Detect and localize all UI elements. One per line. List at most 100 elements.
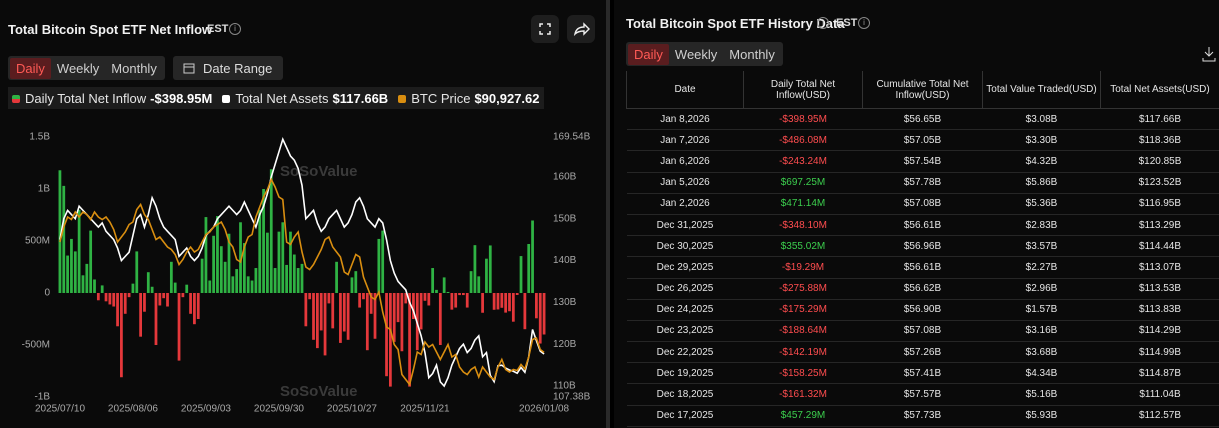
table-row: Dec 17,2025 $457.29M $57.73B $5.93B $112.57B — [626, 404, 1219, 427]
bar — [431, 268, 435, 293]
divider — [606, 0, 610, 428]
info-icon[interactable]: i — [229, 23, 241, 35]
legend-item[interactable]: Daily Total Net Inflow -$398.95M — [12, 91, 212, 106]
table-row: Jan 2,2026 $471.14M $57.08B $5.36B $116.95B — [626, 192, 1219, 215]
table-cell: $57.57B — [862, 383, 983, 406]
table-cell: $118.36B — [1100, 129, 1219, 152]
bar — [469, 271, 473, 293]
table-cell: Jan 6,2026 — [626, 150, 744, 173]
table-cell: Jan 5,2026 — [626, 171, 744, 194]
download-icon[interactable] — [1202, 46, 1216, 62]
history-table: Date Daily Total Net Inflow(USD) Cumulativ… — [626, 71, 1219, 427]
header-cell: Total Net Assets(USD) — [1100, 71, 1219, 109]
bar — [89, 230, 93, 293]
legend-item[interactable]: Total Net Assets $117.66B — [222, 91, 388, 106]
date-range-button[interactable]: Date Range — [173, 56, 283, 80]
bar — [462, 293, 465, 296]
bar — [477, 276, 481, 293]
table-cell: Dec 17,2025 — [626, 404, 744, 427]
table-cell: -$243.24M — [743, 150, 863, 173]
legend: Daily Total Net Inflow -$398.95M Total Net… — [8, 87, 544, 109]
line-series — [59, 177, 545, 387]
chart: SoSoValue SoSoValue 1.5B 1B 500M 0 -500M -1B 169… — [22, 132, 591, 415]
table-cell: $113.07B — [1100, 256, 1219, 279]
header-row: Date Daily Total Net Inflow(USD) Cumulativ… — [626, 71, 1219, 109]
bar — [77, 209, 81, 293]
tab[interactable]: Monthly — [729, 46, 775, 62]
bar — [492, 293, 496, 310]
bar — [519, 256, 523, 293]
table-cell: Dec 18,2025 — [626, 383, 744, 406]
fullscreen-button[interactable] — [531, 15, 559, 43]
table-cell: $2.27B — [982, 256, 1101, 279]
bar — [254, 268, 258, 293]
bar — [465, 293, 469, 308]
bar — [158, 293, 162, 306]
table-cell: $56.65B — [862, 107, 983, 131]
tab[interactable]: Weekly — [674, 46, 718, 62]
table-cell: $57.08B — [862, 192, 983, 215]
table-cell: $117.66B — [1100, 107, 1219, 131]
table-cell: -$19.29M — [743, 256, 863, 279]
table-cell: Dec 24,2025 — [626, 298, 744, 321]
table-cell: $56.62B — [862, 277, 983, 300]
bar — [446, 291, 450, 293]
bar — [331, 293, 335, 329]
legend-value: $90,927.62 — [474, 90, 540, 106]
bar — [285, 264, 289, 293]
bar — [146, 272, 150, 293]
share-button[interactable] — [567, 15, 595, 43]
left-panel: Total Bitcoin Spot ETF Net Inflow EST i … — [0, 0, 606, 428]
info-icon[interactable]: i — [858, 17, 870, 29]
x-tick-label: 2025/08/06 — [108, 404, 158, 415]
bar — [350, 277, 354, 293]
bar — [400, 293, 404, 352]
tab[interactable]: Daily — [10, 57, 51, 79]
share-icon — [573, 22, 590, 37]
y-tick-label: -500M — [22, 340, 50, 351]
table-cell: $114.87B — [1100, 362, 1219, 385]
table-cell: Jan 2,2026 — [626, 192, 744, 215]
tab[interactable]: Monthly — [111, 60, 157, 76]
table-cell: $113.53B — [1100, 277, 1219, 300]
table-cell: $113.83B — [1100, 298, 1219, 321]
table-cell: $57.78B — [862, 171, 983, 194]
table-cell: -$188.64M — [743, 319, 863, 343]
bar — [81, 275, 85, 293]
bar — [308, 293, 312, 300]
bar — [127, 293, 131, 298]
tab-group: Daily Weekly Monthly — [8, 56, 165, 80]
info-icon[interactable]: i — [817, 17, 829, 29]
bar — [58, 170, 62, 293]
table-row: Dec 23,2025 -$188.64M $57.08B $3.16B $114.29… — [626, 319, 1219, 343]
bar — [300, 263, 304, 293]
bar — [150, 286, 154, 293]
y-tick-label: 500M — [25, 236, 50, 247]
x-tick-label: 2025/11/21 — [400, 404, 450, 415]
table-cell: $3.16B — [982, 319, 1101, 343]
date-range-label: Date Range — [203, 60, 273, 76]
table-cell: $3.08B — [982, 107, 1101, 131]
table-cell: $113.29B — [1100, 213, 1219, 237]
legend-value: $117.66B — [332, 90, 389, 106]
table-row: Jan 8,2026 -$398.95M $56.65B $3.08B $117.66B — [626, 107, 1219, 131]
table-cell: -$348.10M — [743, 213, 863, 237]
tab-group: Daily Weekly Monthly — [626, 42, 783, 66]
bar — [289, 231, 292, 293]
bar — [200, 258, 204, 293]
table-row: Dec 29,2025 -$19.29M $56.61B $2.27B $113.07B — [626, 256, 1219, 279]
tab[interactable]: Weekly — [56, 60, 100, 76]
tab[interactable]: Daily — [628, 43, 669, 65]
x-tick-label: 2025/07/10 — [35, 404, 85, 415]
bar — [312, 293, 315, 340]
table-cell: $5.16B — [982, 383, 1101, 406]
bar — [239, 222, 242, 293]
table-cell: $1.57B — [982, 298, 1101, 321]
y-tick-label: -1B — [34, 392, 50, 403]
legend-item[interactable]: BTC Price $90,927.62 — [398, 90, 540, 106]
table-cell: Dec 31,2025 — [626, 213, 744, 237]
legend-label: Total Net Assets — [235, 90, 329, 106]
bar — [315, 293, 319, 349]
y2-tick-label: 107.38B — [553, 392, 591, 403]
bar — [423, 293, 427, 301]
